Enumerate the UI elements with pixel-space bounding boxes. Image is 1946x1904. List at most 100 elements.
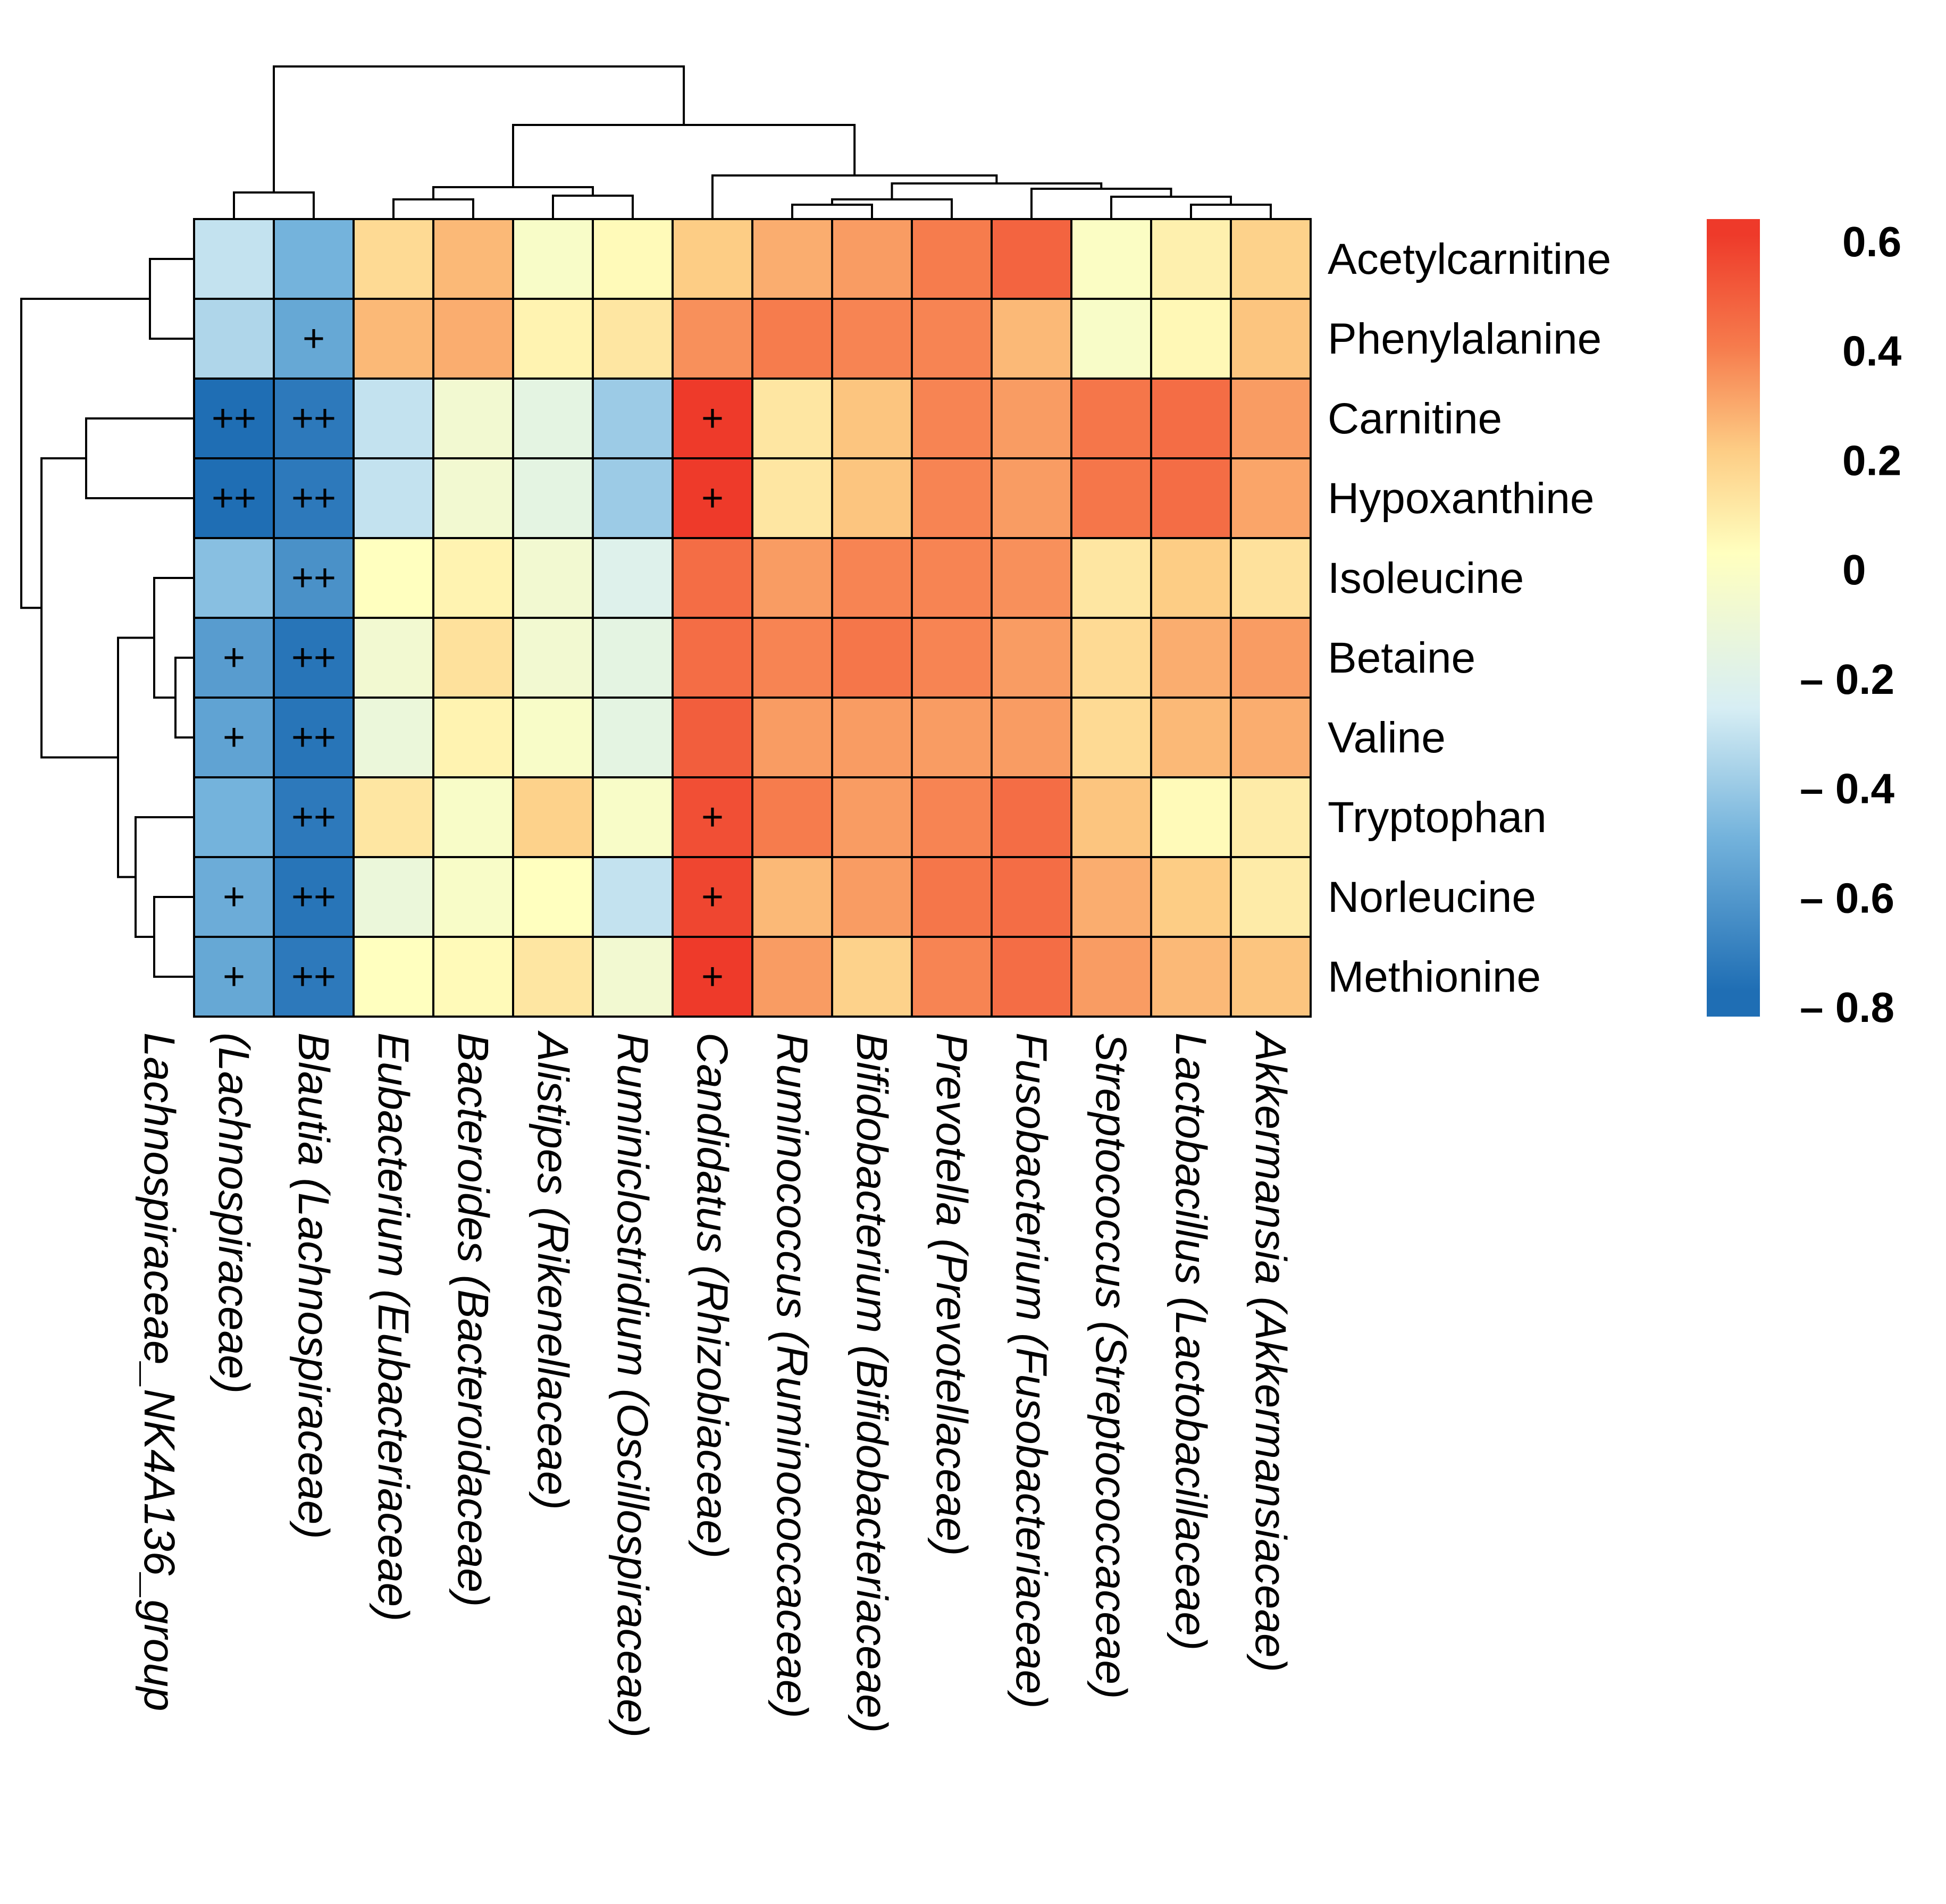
cell-2-10 [991, 378, 1072, 459]
dendrogram-branch [1030, 188, 1172, 219]
cell-2-6 [672, 378, 753, 459]
cell-0-3 [432, 218, 514, 300]
cell-8-3 [432, 856, 514, 938]
cell-7-0 [193, 776, 275, 858]
cell-2-9 [911, 378, 993, 459]
cell-1-12 [1150, 298, 1232, 380]
cell-1-10 [991, 298, 1072, 380]
cell-9-7 [751, 936, 833, 1018]
dendrogram-branch [149, 258, 194, 340]
cell-4-8 [831, 537, 913, 619]
row-label: Norleucine [1328, 873, 1536, 921]
dendrogram-branch [1190, 204, 1272, 219]
significance-mark-2-6: + [701, 397, 724, 440]
cell-6-5 [592, 697, 674, 778]
cell-3-1 [273, 457, 355, 539]
dendrogram-branch [153, 896, 194, 978]
cell-6-13 [1230, 697, 1312, 778]
heatmap-cells [193, 218, 1312, 1018]
cell-0-13 [1230, 218, 1312, 300]
cell-3-5 [592, 457, 674, 539]
cell-1-6 [672, 298, 753, 380]
significance-mark-9-1: ++ [291, 955, 336, 998]
cell-9-6 [672, 936, 753, 1018]
cell-2-7 [751, 378, 833, 459]
cell-8-10 [991, 856, 1072, 938]
cell-2-8 [831, 378, 913, 459]
significance-mark-5-1: ++ [291, 636, 336, 679]
dendrogram-branch [711, 174, 998, 219]
row-label: Tryptophan [1328, 793, 1547, 842]
legend-tick-label: 0.4 [1842, 328, 1902, 375]
cell-5-12 [1150, 617, 1232, 699]
cell-4-9 [911, 537, 993, 619]
column-label: Alistipes (Rikenellaceae) [529, 1030, 577, 1510]
cell-3-10 [991, 457, 1072, 539]
cell-8-6 [672, 856, 753, 938]
significance-mark-8-6: + [701, 876, 724, 918]
significance-mark-2-1: ++ [291, 397, 336, 440]
cell-3-3 [432, 457, 514, 539]
cell-5-10 [991, 617, 1072, 699]
cell-7-12 [1150, 776, 1232, 858]
cell-9-11 [1070, 936, 1152, 1018]
dendrogram-branch [135, 816, 194, 938]
column-label: Bifidobacterium (Bifidobacteriaceae) [848, 1033, 896, 1733]
significance-mark-5-0: + [223, 636, 245, 679]
cell-9-4 [512, 936, 594, 1018]
column-label: Akkermansia (Akkermansiaceae) [1246, 1030, 1295, 1672]
legend-color-bar [1707, 219, 1760, 1017]
cell-8-8 [831, 856, 913, 938]
cell-2-13 [1230, 378, 1312, 459]
cell-2-4 [512, 378, 594, 459]
cell-0-8 [831, 218, 913, 300]
cell-3-9 [911, 457, 993, 539]
cell-2-3 [432, 378, 514, 459]
cell-3-12 [1150, 457, 1232, 539]
cell-0-5 [592, 218, 674, 300]
cell-6-4 [512, 697, 594, 778]
row-label: Carnitine [1328, 395, 1502, 443]
significance-mark-2-0: ++ [212, 397, 256, 440]
column-label: Ruminiclostridium (Oscillospiraceae) [608, 1033, 657, 1738]
significance-mark-6-0: + [223, 716, 245, 759]
row-label: Betaine [1328, 634, 1475, 682]
cell-4-4 [512, 537, 594, 619]
cell-4-13 [1230, 537, 1312, 619]
legend-tick-label: 0.2 [1842, 437, 1901, 484]
row-label: Isoleucine [1328, 554, 1524, 602]
cell-7-4 [512, 776, 594, 858]
significance-mark-7-1: ++ [291, 796, 336, 838]
cell-0-12 [1150, 218, 1232, 300]
dendrogram-branch [791, 204, 873, 219]
cell-0-4 [512, 218, 594, 300]
cell-0-2 [353, 218, 434, 300]
cell-4-3 [432, 537, 514, 619]
cell-8-13 [1230, 856, 1312, 938]
cell-1-5 [592, 298, 674, 380]
cell-5-11 [1070, 617, 1152, 699]
dendrogram-branch [40, 457, 118, 759]
color-legend: 0.6 0.4 0.2 0 – 0.2 – 0.4 – 0.6 – 0.8 [1707, 218, 1902, 1031]
cell-3-8 [831, 457, 913, 539]
cell-1-9 [911, 298, 993, 380]
row-label: Acetylcarnitine [1328, 235, 1611, 283]
cell-6-8 [831, 697, 913, 778]
cell-6-11 [1070, 697, 1152, 778]
cell-1-3 [432, 298, 514, 380]
cell-9-12 [1150, 936, 1232, 1018]
cell-4-11 [1070, 537, 1152, 619]
cell-5-5 [592, 617, 674, 699]
cell-7-2 [353, 776, 434, 858]
cell-3-7 [751, 457, 833, 539]
cell-5-6 [672, 617, 753, 699]
cell-5-2 [353, 617, 434, 699]
column-label: Lachnospiraceae_NK4A136_group [135, 1033, 183, 1712]
cell-2-1 [273, 378, 355, 459]
significance-mark-9-6: + [701, 955, 724, 998]
cell-7-5 [592, 776, 674, 858]
column-label: Candidatus (Rhizobiaceae) [688, 1033, 736, 1558]
cell-7-9 [911, 776, 993, 858]
column-label: Fusobacterium (Fusobacteriaceae) [1007, 1033, 1055, 1709]
significance-mark-8-0: + [223, 876, 245, 918]
